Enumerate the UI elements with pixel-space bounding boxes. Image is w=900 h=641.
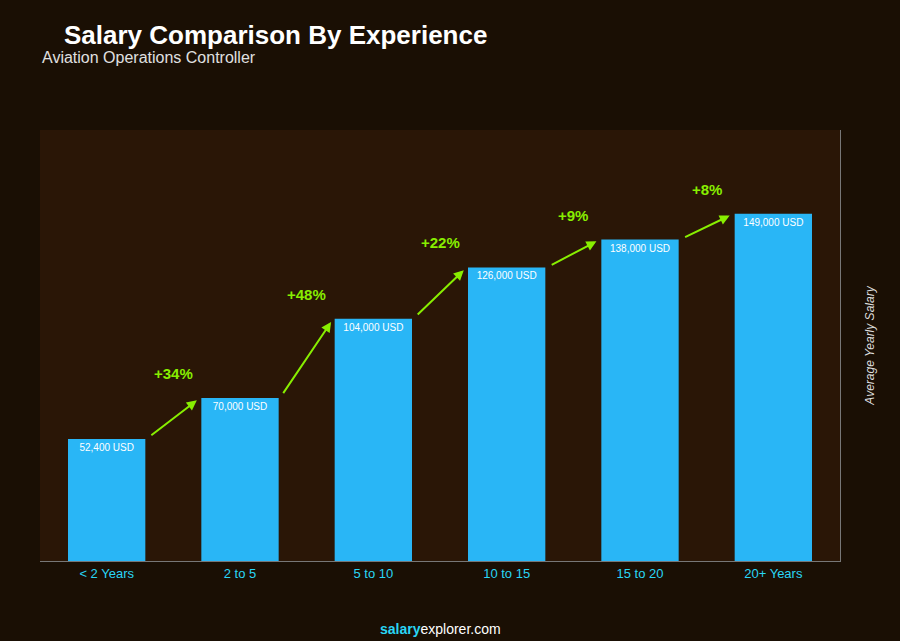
svg-text:Average Yearly Salary: Average Yearly Salary bbox=[863, 285, 877, 405]
svg-text:5 to 10: 5 to 10 bbox=[353, 566, 393, 581]
svg-text:20+ Years: 20+ Years bbox=[744, 566, 803, 581]
svg-text:+9%: +9% bbox=[558, 207, 588, 224]
svg-text:104,000 USD: 104,000 USD bbox=[343, 322, 403, 333]
svg-text:+22%: +22% bbox=[421, 234, 460, 251]
svg-text:52,400 USD: 52,400 USD bbox=[79, 442, 133, 453]
svg-text:salaryexplorer.com: salaryexplorer.com bbox=[380, 621, 501, 637]
svg-text:< 2 Years: < 2 Years bbox=[79, 566, 134, 581]
svg-text:+34%: +34% bbox=[154, 365, 193, 382]
svg-text:15 to 20: 15 to 20 bbox=[617, 566, 664, 581]
svg-text:Aviation Operations Controller: Aviation Operations Controller bbox=[42, 49, 256, 66]
svg-text:149,000 USD: 149,000 USD bbox=[743, 217, 803, 228]
svg-text:+48%: +48% bbox=[287, 286, 326, 303]
svg-text:2 to 5: 2 to 5 bbox=[224, 566, 257, 581]
svg-text:10 to 15: 10 to 15 bbox=[483, 566, 530, 581]
svg-text:70,000 USD: 70,000 USD bbox=[213, 401, 267, 412]
svg-text:126,000 USD: 126,000 USD bbox=[477, 270, 537, 281]
svg-text:+8%: +8% bbox=[692, 181, 722, 198]
svg-text:Salary Comparison By Experienc: Salary Comparison By Experience bbox=[64, 20, 487, 50]
svg-text:138,000 USD: 138,000 USD bbox=[610, 243, 670, 254]
